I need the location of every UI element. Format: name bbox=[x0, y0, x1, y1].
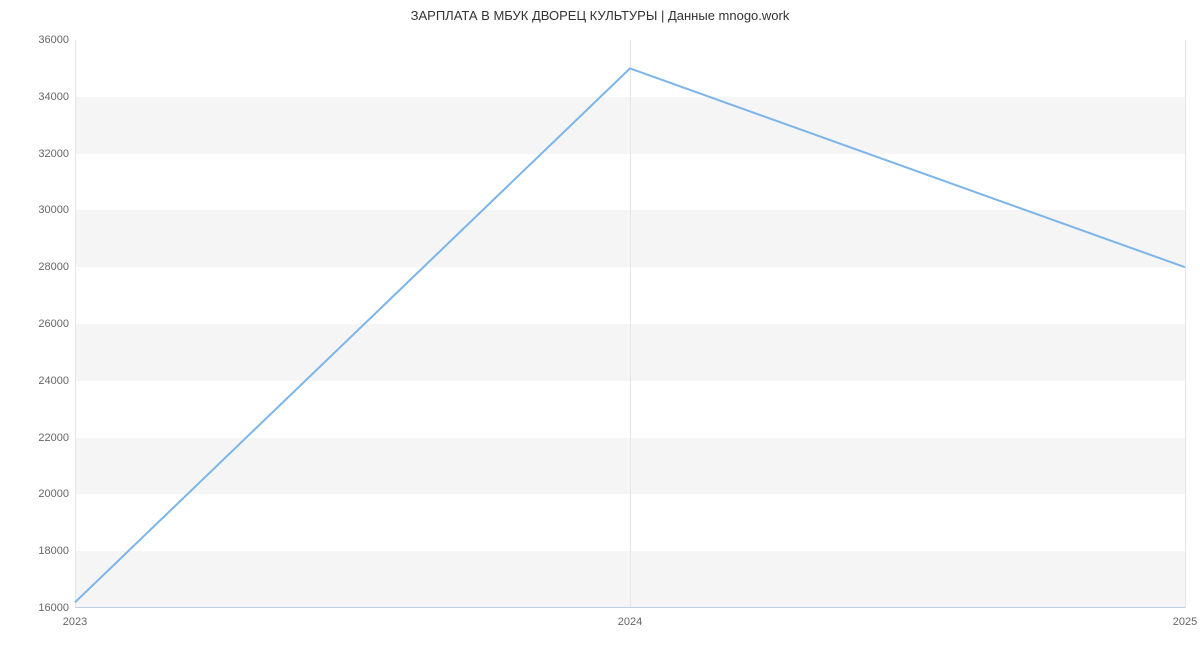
y-tick-label: 36000 bbox=[27, 34, 69, 46]
y-tick-label: 20000 bbox=[27, 488, 69, 500]
x-tick-label: 2025 bbox=[1173, 616, 1197, 628]
y-tick-label: 24000 bbox=[27, 375, 69, 387]
y-tick-label: 34000 bbox=[27, 91, 69, 103]
x-axis-line bbox=[75, 607, 1185, 608]
y-tick-label: 32000 bbox=[27, 148, 69, 160]
series-salary bbox=[75, 68, 1185, 602]
y-tick-label: 28000 bbox=[27, 261, 69, 273]
chart-title: ЗАРПЛАТА В МБУК ДВОРЕЦ КУЛЬТУРЫ | Данные… bbox=[0, 0, 1200, 23]
y-tick-label: 30000 bbox=[27, 204, 69, 216]
plot-area: 1600018000200002200024000260002800030000… bbox=[75, 40, 1185, 608]
line-series bbox=[75, 40, 1185, 608]
y-tick-label: 16000 bbox=[27, 602, 69, 614]
x-tick-label: 2024 bbox=[618, 616, 642, 628]
x-tick-label: 2023 bbox=[63, 616, 87, 628]
y-tick-label: 26000 bbox=[27, 318, 69, 330]
y-tick-label: 18000 bbox=[27, 545, 69, 557]
y-tick-label: 22000 bbox=[27, 432, 69, 444]
x-gridline bbox=[1185, 40, 1186, 608]
